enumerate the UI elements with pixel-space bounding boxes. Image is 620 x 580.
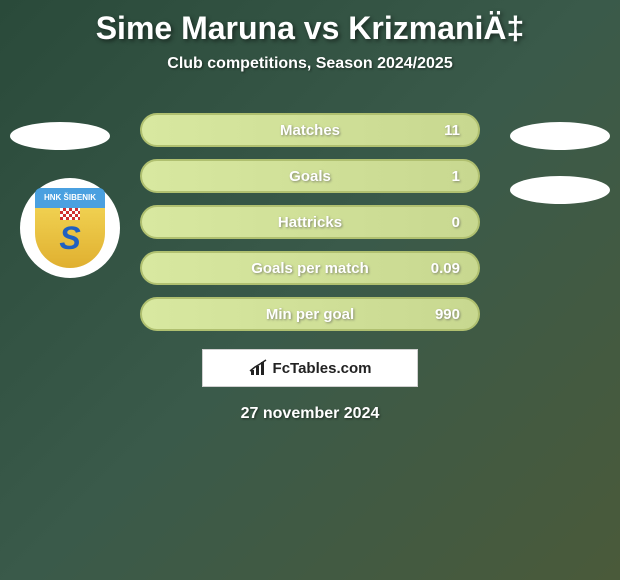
stat-row-hattricks: Hattricks 0 (140, 205, 480, 239)
stats-container: Matches 11 Goals 1 Hattricks 0 Goals per… (140, 113, 480, 331)
stat-value: 0.09 (431, 260, 460, 277)
stat-label: Min per goal (266, 306, 354, 323)
stat-label: Matches (280, 122, 340, 139)
stat-row-matches: Matches 11 (140, 113, 480, 147)
stat-value: 0 (452, 214, 460, 231)
stat-label: Goals per match (251, 260, 369, 277)
stat-value: 11 (444, 122, 460, 139)
stat-label: Hattricks (278, 214, 342, 231)
stat-label: Goals (289, 168, 331, 185)
brand-box[interactable]: FcTables.com (202, 349, 418, 387)
stat-row-goals: Goals 1 (140, 159, 480, 193)
placeholder-ellipse-left (10, 122, 110, 150)
stat-row-goals-per-match: Goals per match 0.09 (140, 251, 480, 285)
placeholder-ellipse-right-1 (510, 122, 610, 150)
bar-chart-icon (249, 359, 269, 377)
club-shield-checker (60, 208, 80, 220)
stat-row-min-per-goal: Min per goal 990 (140, 297, 480, 331)
club-shield-top: HNK ŠIBENIK (35, 188, 105, 208)
placeholder-ellipse-right-2 (510, 176, 610, 204)
stat-value: 1 (452, 168, 460, 185)
stat-value: 990 (435, 306, 460, 323)
page-subtitle: Club competitions, Season 2024/2025 (0, 55, 620, 73)
brand-text: FcTables.com (273, 360, 372, 377)
club-shield-letter: S (59, 220, 80, 257)
club-shield-icon: HNK ŠIBENIK S (35, 188, 105, 268)
club-badge: HNK ŠIBENIK S (20, 178, 120, 278)
page-title: Sime Maruna vs KrizmaniÄ‡ (0, 0, 620, 47)
date-text: 27 november 2024 (0, 405, 620, 423)
